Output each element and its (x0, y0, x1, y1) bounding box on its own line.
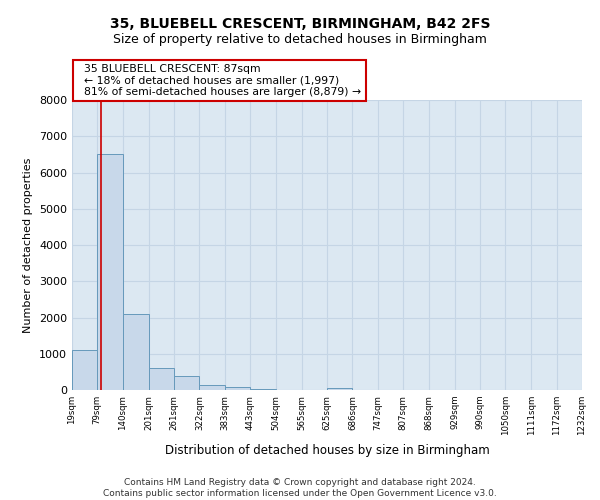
Bar (97, 154, 123, 390)
Bar (174, 376, 199, 390)
Text: 35 BLUEBELL CRESCENT: 87sqm
  ← 18% of detached houses are smaller (1,997)
  81%: 35 BLUEBELL CRESCENT: 87sqm ← 18% of det… (77, 64, 361, 97)
Bar (149, 368, 174, 390)
Bar (123, 314, 149, 390)
Bar (250, 389, 276, 390)
Bar (225, 388, 250, 390)
Bar (72, 350, 97, 390)
Text: Contains HM Land Registry data © Crown copyright and database right 2024.
Contai: Contains HM Land Registry data © Crown c… (103, 478, 497, 498)
X-axis label: Distribution of detached houses by size in Birmingham: Distribution of detached houses by size … (164, 444, 490, 456)
Bar (327, 388, 352, 390)
Text: Size of property relative to detached houses in Birmingham: Size of property relative to detached ho… (113, 32, 487, 46)
Bar (199, 384, 225, 390)
Text: 35, BLUEBELL CRESCENT, BIRMINGHAM, B42 2FS: 35, BLUEBELL CRESCENT, BIRMINGHAM, B42 2… (110, 18, 490, 32)
Y-axis label: Number of detached properties: Number of detached properties (23, 158, 34, 332)
